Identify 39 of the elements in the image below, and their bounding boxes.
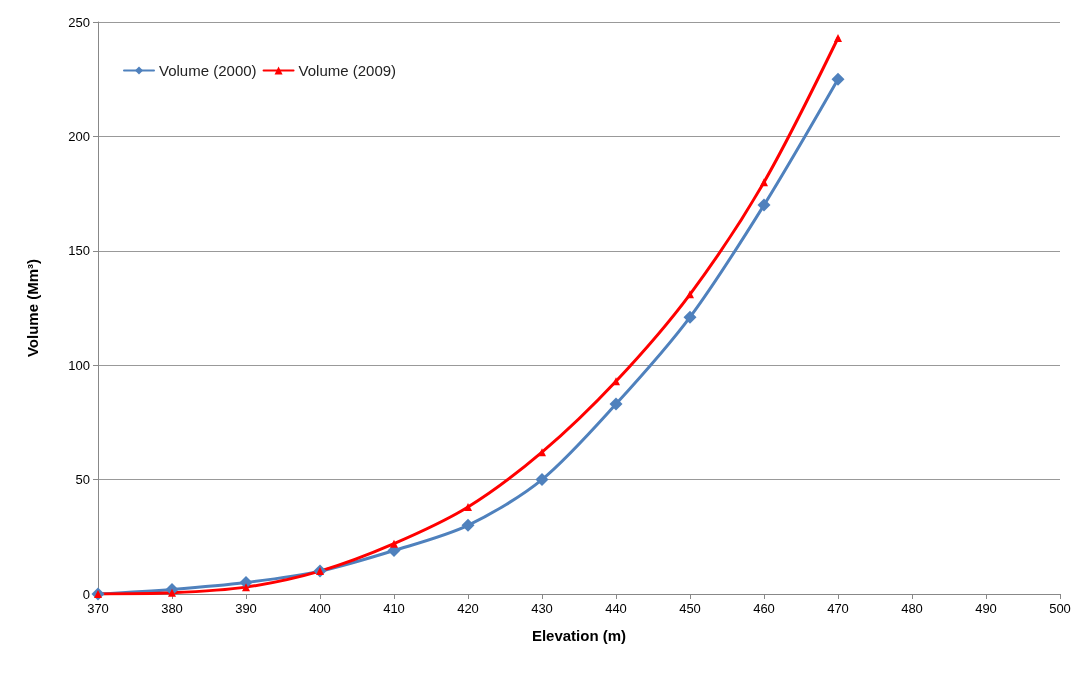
y-tick-label: 250 [68,14,90,30]
legend-label: Volume (2000) [159,62,257,79]
point [461,518,475,532]
y-tick-label: 150 [68,243,90,259]
x-tick-label: 470 [827,601,849,616]
point [760,178,768,187]
x-tick-label: 420 [457,601,479,616]
legend-label: Volume (2009) [298,62,397,79]
x-tick-label: 410 [383,601,405,616]
point [538,448,546,457]
x-axis-title: Elevation (m) [531,627,627,644]
y-tick-label: 200 [68,128,90,144]
x-tick-label: 400 [309,601,331,616]
point [831,72,845,86]
point [757,198,771,212]
x-tick-label: 380 [161,601,183,616]
x-tick-label: 490 [975,601,997,616]
y-tick-label: 0 [82,586,90,602]
x-tick-label: 390 [235,601,257,616]
y-axis-title: Volume (Mm³) [24,258,41,358]
x-tick-label: 500 [1049,601,1071,616]
x-tick-label: 430 [531,601,553,616]
point [686,290,694,299]
x-tick-label: 370 [87,601,109,616]
point [464,503,472,512]
point [390,539,398,548]
point [834,34,842,43]
x-tick-label: 460 [753,601,775,616]
y-tick-label: 100 [68,357,90,373]
point [168,588,176,597]
x-tick-label: 450 [679,601,701,616]
point [242,583,250,592]
point [609,397,623,411]
point [612,377,620,386]
x-tick-label: 440 [605,601,627,616]
y-tick-label: 50 [75,472,90,488]
point [683,310,697,324]
x-tick-label: 480 [901,601,923,616]
point [535,473,549,487]
